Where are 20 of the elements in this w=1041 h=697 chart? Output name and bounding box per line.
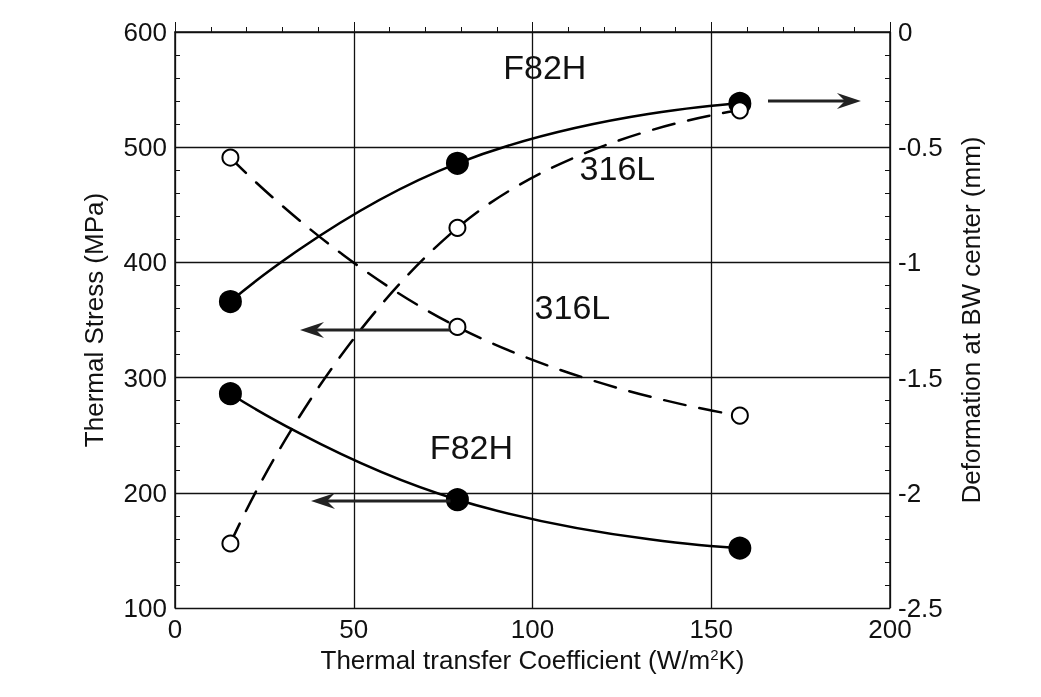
series-label: 316L [534,287,611,326]
y-axis-title: Thermal Stress (MPa) [79,192,109,448]
series-label: 316L [579,148,656,187]
y2-tick-label: 0 [898,17,913,47]
y-tick-label: 500 [123,132,167,163]
x-tick-label: 150 [689,614,733,644]
y2-tick-label: -2 [898,477,922,508]
y-tick-label: 400 [123,247,167,278]
y2-axis-title: Deformation at BW center (mm) [956,136,986,504]
y-tick-label: 600 [123,17,167,47]
x-tick-label: 100 [510,614,555,644]
y-tick-label: 100 [123,593,167,623]
y2-tick-label: -1.5 [898,362,943,393]
y2-tick-label: -0.5 [898,132,943,163]
series-label: F82H [429,427,513,466]
x-tick-label: 50 [339,614,369,644]
x-tick-label: 0 [167,614,183,644]
y-tick-label: 200 [123,477,167,508]
y-tick-label: 300 [123,362,167,393]
y2-tick-label: -1 [898,247,922,278]
